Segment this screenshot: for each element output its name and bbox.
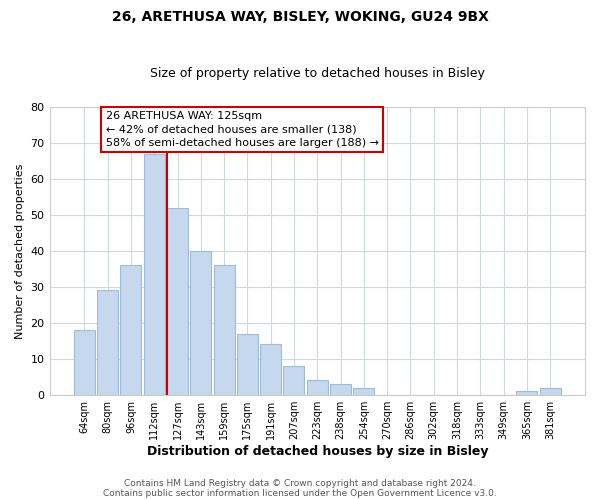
- Text: Contains HM Land Registry data © Crown copyright and database right 2024.: Contains HM Land Registry data © Crown c…: [124, 478, 476, 488]
- Y-axis label: Number of detached properties: Number of detached properties: [15, 163, 25, 338]
- Bar: [237, 334, 258, 394]
- Text: 26, ARETHUSA WAY, BISLEY, WOKING, GU24 9BX: 26, ARETHUSA WAY, BISLEY, WOKING, GU24 9…: [112, 10, 488, 24]
- Bar: [517, 391, 538, 394]
- X-axis label: Distribution of detached houses by size in Bisley: Distribution of detached houses by size …: [146, 444, 488, 458]
- Bar: [121, 266, 142, 394]
- Bar: [283, 366, 304, 394]
- Bar: [307, 380, 328, 394]
- Bar: [74, 330, 95, 394]
- Bar: [260, 344, 281, 395]
- Bar: [330, 384, 351, 394]
- Text: 26 ARETHUSA WAY: 125sqm
← 42% of detached houses are smaller (138)
58% of semi-d: 26 ARETHUSA WAY: 125sqm ← 42% of detache…: [106, 112, 379, 148]
- Text: Contains public sector information licensed under the Open Government Licence v3: Contains public sector information licen…: [103, 488, 497, 498]
- Bar: [353, 388, 374, 394]
- Bar: [97, 290, 118, 395]
- Title: Size of property relative to detached houses in Bisley: Size of property relative to detached ho…: [150, 66, 485, 80]
- Bar: [144, 154, 165, 394]
- Bar: [190, 251, 211, 394]
- Bar: [539, 388, 560, 394]
- Bar: [167, 208, 188, 394]
- Bar: [214, 266, 235, 394]
